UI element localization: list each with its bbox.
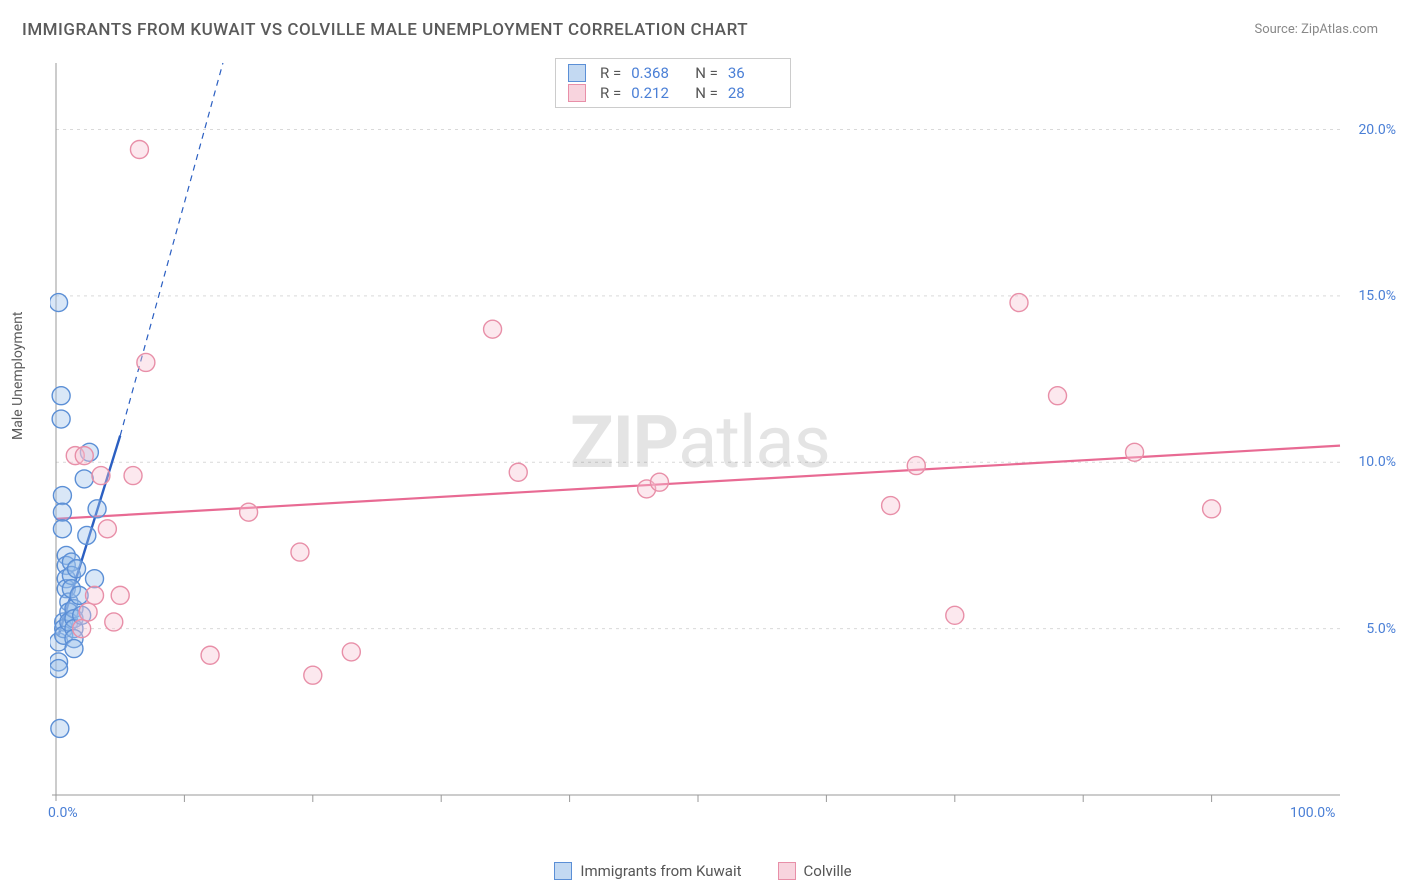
x-tick-label: 0.0% <box>48 805 78 896</box>
legend-label-kuwait: Immigrants from Kuwait <box>580 862 741 880</box>
correlation-legend: R = 0.368 N = 36 R = 0.212 N = 28 <box>555 58 791 108</box>
r-value-kuwait: 0.368 <box>631 64 681 82</box>
n-label: N = <box>695 64 718 82</box>
legend-item-kuwait: Immigrants from Kuwait <box>554 862 741 880</box>
n-value-colville: 28 <box>728 84 778 102</box>
x-tick-label: 100.0% <box>1290 805 1335 896</box>
y-tick-label: 20.0% <box>1358 122 1396 138</box>
chart-svg <box>50 55 1380 825</box>
series-legend: Immigrants from Kuwait Colville <box>0 862 1406 880</box>
swatch-pink-icon <box>568 84 586 102</box>
r-value-colville: 0.212 <box>631 84 681 102</box>
chart-title: IMMIGRANTS FROM KUWAIT VS COLVILLE MALE … <box>22 20 748 40</box>
y-tick-label: 10.0% <box>1358 454 1396 470</box>
scatter-plot <box>50 55 1380 825</box>
legend-row-kuwait: R = 0.368 N = 36 <box>568 63 778 83</box>
y-tick-label: 5.0% <box>1366 621 1396 637</box>
swatch-blue-icon <box>568 64 586 82</box>
swatch-blue-icon <box>554 862 572 880</box>
y-axis-label: Male Unemployment <box>10 312 26 440</box>
n-label: N = <box>695 84 718 102</box>
r-label: R = <box>600 84 621 102</box>
r-label: R = <box>600 64 621 82</box>
legend-item-colville: Colville <box>778 862 852 880</box>
swatch-pink-icon <box>778 862 796 880</box>
legend-row-colville: R = 0.212 N = 28 <box>568 83 778 103</box>
y-tick-label: 15.0% <box>1358 288 1396 304</box>
source-attribution: Source: ZipAtlas.com <box>1254 22 1378 37</box>
n-value-kuwait: 36 <box>728 64 778 82</box>
legend-label-colville: Colville <box>804 862 852 880</box>
